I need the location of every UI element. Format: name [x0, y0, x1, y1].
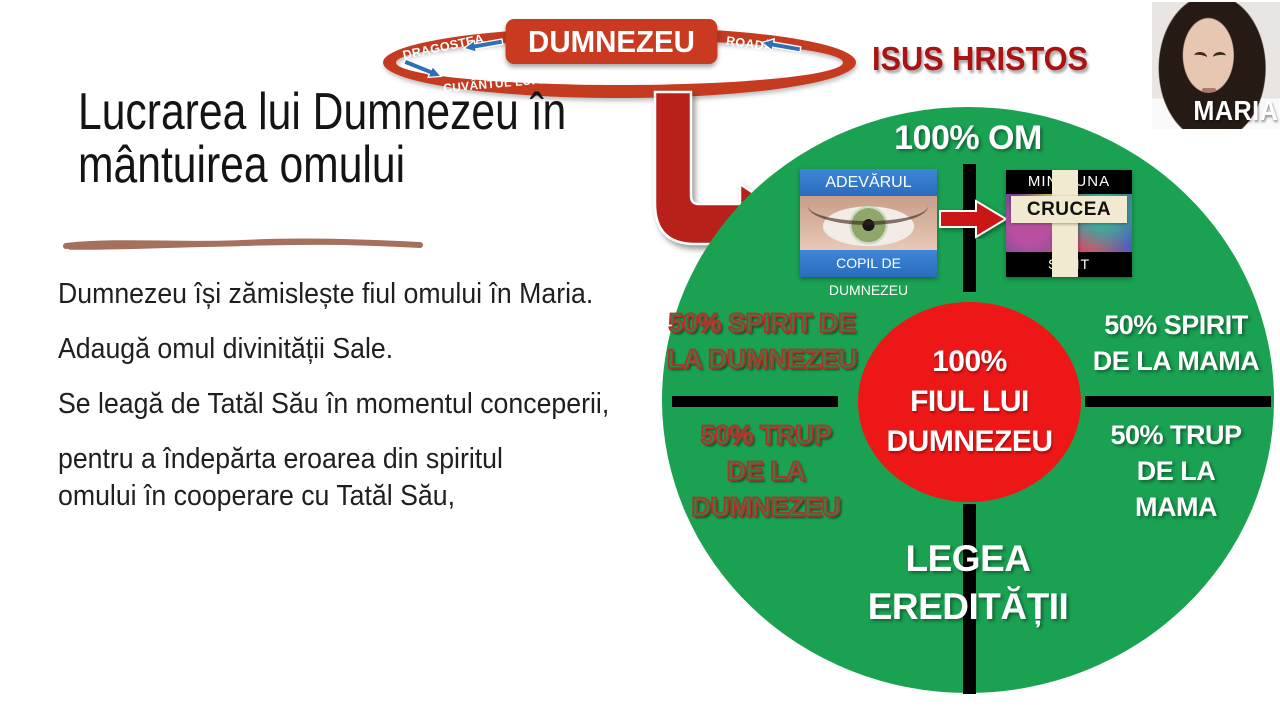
body-line: Dumnezeu își zămislește fiul omului în M… [58, 278, 594, 310]
copil-de-dumnezeu-banner: COPIL DE DUMNEZEU [800, 250, 937, 298]
arrow-left-icon [462, 38, 504, 54]
divider-vertical-bottom [963, 504, 976, 694]
body-line: Se leagă de Tatăl Său în momentul concep… [58, 388, 610, 420]
body-line: Adaugă omul divinității Sale. [58, 333, 394, 365]
title-underline [63, 238, 423, 250]
label-line: 50% SPIRIT [1104, 310, 1248, 340]
label-line: 50% TRUP [1110, 420, 1242, 450]
body-line: pentru a îndepărta eroarea din spiritul [58, 443, 503, 475]
cross-vertical-beam [1052, 170, 1078, 277]
label-line: 50% SPIRIT DE [668, 307, 857, 339]
spirit-from-mother-label: 50% SPIRIT DE LA MAMA [1082, 307, 1270, 379]
son-of-god-circle: 100% FIUL LUI DUMNEZEU [858, 302, 1081, 502]
label-line: 50% TRUP [700, 419, 833, 451]
god-label: DUMNEZEU [528, 24, 695, 59]
maria-eye-left [1193, 51, 1208, 62]
arrow-right-icon [402, 58, 443, 79]
label-line: DE LA [1136, 456, 1216, 486]
label-line: DE LA [726, 455, 807, 487]
label-line: LA DUMNEZEU [666, 343, 858, 375]
body-text: Dumnezeu își zămislește fiul omului în M… [58, 276, 684, 515]
label-line: EREDITĂȚII [867, 586, 1069, 627]
cross-card: MINCIUNA SUNT DUMNEZEU CRUCEA [1006, 170, 1132, 277]
core-line-2: FIUL LUI [910, 385, 1029, 418]
label-line: MAMA [1135, 492, 1217, 522]
isus-hristos-label: ISUS HRISTOS [872, 40, 1089, 77]
label-line: DE LA MAMA [1092, 346, 1260, 376]
truth-eye-card: ADEVĂRUL COPIL DE DUMNEZEU [800, 169, 937, 298]
maria-label: MARIA [1193, 95, 1278, 126]
title-line-1: Lucrarea lui Dumnezeu în [78, 83, 567, 141]
adevarul-banner: ADEVĂRUL [800, 169, 937, 196]
maria-lips [1202, 88, 1216, 92]
core-line-1: 100% [932, 345, 1007, 378]
arrow-right-icon [939, 199, 1008, 239]
divider-horizontal-right [1085, 396, 1271, 407]
god-label-box: DUMNEZEU [505, 19, 718, 64]
arrow-left-icon [760, 37, 802, 53]
law-of-heredity-label: LEGEA EREDITĂȚII [818, 535, 1118, 631]
hundred-percent-om-label: 100% OM [894, 119, 1042, 157]
maria-eye-right [1212, 51, 1227, 62]
body-from-mother-label: 50% TRUP DE LA MAMA [1082, 417, 1270, 525]
label-line: DUMNEZEU [691, 491, 842, 523]
son-of-god-text: 100% FIUL LUI DUMNEZEU [886, 342, 1054, 462]
slide-title: Lucrarea lui Dumnezeu în mântuirea omulu… [78, 86, 566, 192]
title-line-2: mântuirea omului [78, 136, 406, 194]
eye-image [800, 196, 937, 250]
label-line: LEGEA [905, 538, 1031, 579]
divider-horizontal-left [672, 396, 838, 407]
maria-photo: MARIA [1152, 2, 1280, 129]
green-circle-diagram: 100% OM ADEVĂRUL COPIL DE DUMNEZEU MINCI… [662, 107, 1274, 694]
body-line: omului în cooperare cu Tatăl Său, [58, 480, 455, 512]
crucea-band: CRUCEA [1011, 196, 1127, 223]
body-from-god-label: 50% TRUP DE LA DUMNEZEU [676, 417, 856, 525]
core-line-3: DUMNEZEU [886, 425, 1054, 458]
spirit-from-god-label: 50% SPIRIT DE LA DUMNEZEU [666, 305, 858, 377]
